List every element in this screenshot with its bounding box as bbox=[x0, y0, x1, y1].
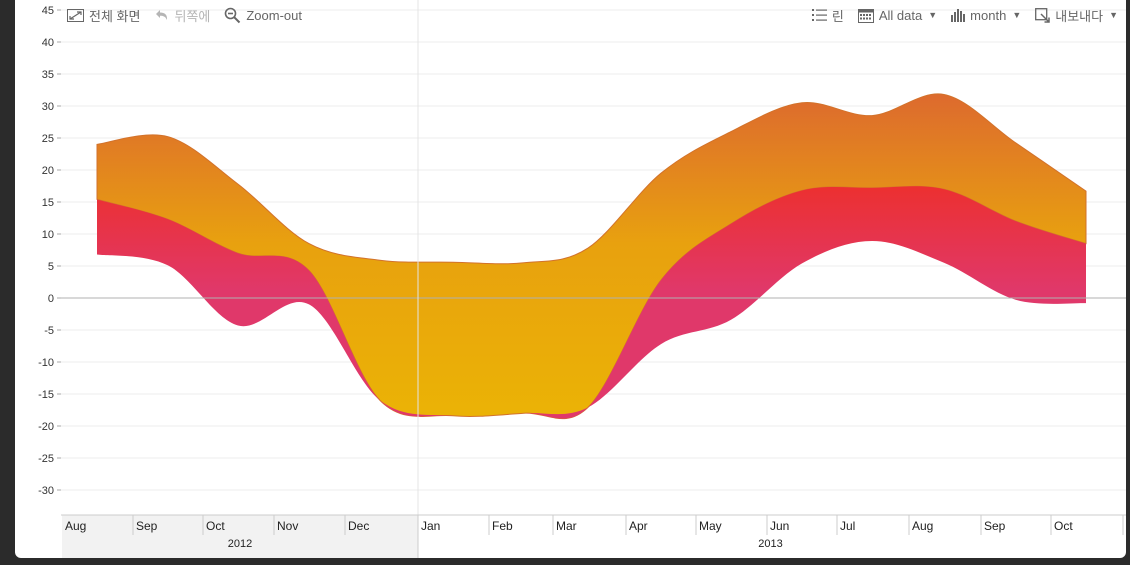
back-button[interactable]: 뒤쪽에 bbox=[154, 6, 210, 25]
y-tick-label: 40 bbox=[42, 37, 54, 49]
chevron-down-icon: ▼ bbox=[1109, 10, 1118, 20]
y-tick-label: -10 bbox=[38, 357, 54, 369]
x-tick-label[interactable]: Oct bbox=[1054, 519, 1073, 533]
bar-chart-icon bbox=[951, 9, 966, 22]
selection-shade bbox=[62, 515, 418, 558]
x-axis[interactable]: Aug Sep Oct Nov Dec Jan Feb Mar Apr May Jun Jul Aug S… bbox=[61, 514, 1126, 558]
toolbar-left: 전체 화면 뒤쪽에 Zoom-out bbox=[67, 5, 302, 25]
y-tick-label: 0 bbox=[48, 293, 54, 305]
y-tick-label: 10 bbox=[42, 229, 54, 241]
x-tick-label[interactable]: Mar bbox=[556, 519, 577, 533]
y-tick-label: -15 bbox=[38, 389, 54, 401]
undo-icon bbox=[156, 10, 168, 20]
export-icon bbox=[1035, 7, 1050, 23]
x-tick-label[interactable]: Aug bbox=[912, 519, 933, 533]
period-dropdown[interactable]: month ▼ bbox=[951, 8, 1021, 23]
range-dropdown[interactable]: All data ▼ bbox=[857, 7, 938, 23]
y-axis: 45 40 35 30 25 20 15 10 5 0 -5 -10 -15 -20 -25 -30 bbox=[38, 5, 61, 497]
y-tick-label: 25 bbox=[42, 133, 54, 145]
x-tick-label[interactable]: Apr bbox=[629, 519, 648, 533]
chart-panel: 45 40 35 30 25 20 15 10 5 0 -5 -10 -15 -20 -25 -30 Aug S… bbox=[15, 0, 1126, 558]
fullscreen-label: 전체 화면 bbox=[89, 8, 141, 24]
period-label: month bbox=[970, 7, 1007, 23]
legend-label: 린 bbox=[831, 8, 844, 24]
fullscreen-icon bbox=[67, 8, 84, 22]
legend-button[interactable]: 린 bbox=[811, 6, 844, 25]
zoom-out-label: Zoom-out bbox=[246, 7, 302, 23]
x-tick-label[interactable]: Aug bbox=[65, 519, 86, 533]
range-label: All data bbox=[878, 7, 923, 23]
stock-area-chart: 45 40 35 30 25 20 15 10 5 0 -5 -10 -15 -20 -25 -30 Aug S… bbox=[38, 0, 1126, 558]
y-tick-label: -30 bbox=[38, 485, 54, 497]
y-tick-label: 15 bbox=[42, 197, 54, 209]
x-tick-label[interactable]: Jun bbox=[770, 519, 789, 533]
y-tick-label: 45 bbox=[42, 5, 54, 17]
y-tick-label: 20 bbox=[42, 165, 54, 177]
y-tick-label: 5 bbox=[48, 261, 54, 273]
x-tick-label[interactable]: Jul bbox=[840, 519, 855, 533]
y-tick-label: 35 bbox=[42, 69, 54, 81]
zoom-out-icon bbox=[225, 7, 241, 23]
y-tick-label: -25 bbox=[38, 453, 54, 465]
list-icon bbox=[811, 9, 827, 21]
calendar-icon bbox=[857, 8, 874, 23]
x-tick-label[interactable]: May bbox=[699, 519, 722, 533]
x-tick-label[interactable]: Jan bbox=[421, 519, 440, 533]
year-label[interactable]: 2013 bbox=[758, 538, 782, 550]
x-tick-label[interactable]: Nov bbox=[277, 519, 298, 533]
x-tick-label[interactable]: Dec bbox=[348, 519, 369, 533]
chevron-down-icon: ▼ bbox=[1012, 10, 1022, 20]
x-tick-label[interactable]: Sep bbox=[136, 519, 158, 533]
export-dropdown[interactable]: 내보내다 ▼ bbox=[1035, 6, 1118, 25]
y-tick-label: -20 bbox=[38, 421, 54, 433]
x-tick-label[interactable]: Oct bbox=[206, 519, 225, 533]
series-area bbox=[96, 93, 1087, 419]
back-label: 뒤쪽에 bbox=[174, 8, 211, 24]
x-tick-label[interactable]: Sep bbox=[984, 519, 1006, 533]
x-tick-label[interactable]: Feb bbox=[492, 519, 513, 533]
export-label: 내보내다 bbox=[1055, 8, 1104, 24]
toolbar-right: 린 All data ▼ month ▼ bbox=[811, 5, 1118, 25]
y-tick-label: 30 bbox=[42, 101, 54, 113]
chevron-down-icon: ▼ bbox=[928, 10, 938, 20]
lower-band-area bbox=[97, 186, 1086, 419]
year-label[interactable]: 2012 bbox=[228, 538, 252, 550]
y-tick-label: -5 bbox=[44, 325, 54, 337]
fullscreen-button[interactable]: 전체 화면 bbox=[67, 6, 140, 25]
zoom-out-button[interactable]: Zoom-out bbox=[224, 7, 302, 24]
